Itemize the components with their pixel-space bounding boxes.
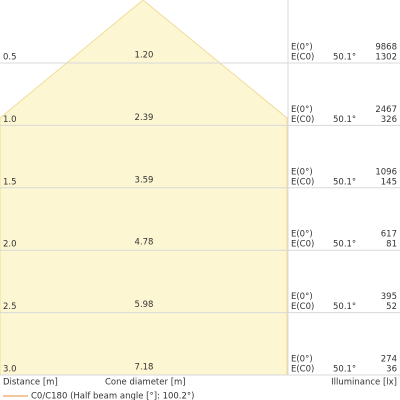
diameter-header: Cone diameter [m] xyxy=(105,378,186,388)
cone-diameter: 2.39 xyxy=(135,113,154,123)
ec0-value: 1302 xyxy=(375,53,397,63)
distance: 0.5 xyxy=(3,53,17,63)
e0-label: E(0°) xyxy=(291,43,313,53)
distance-header: Distance [m] xyxy=(3,378,58,388)
ec0-label: E(C0) xyxy=(291,115,314,125)
e0-label: E(0°) xyxy=(291,167,313,177)
e0-label: E(0°) xyxy=(291,292,313,302)
cone-diameter: 7.18 xyxy=(135,363,154,373)
e0-value: 617 xyxy=(381,230,397,240)
ec0-value: 145 xyxy=(381,177,397,187)
angle: 50.1° xyxy=(333,302,356,312)
angle: 50.1° xyxy=(333,53,356,63)
e0-value: 1096 xyxy=(375,167,397,177)
distance: 3.0 xyxy=(3,365,17,375)
ec0-value: 52 xyxy=(386,302,397,312)
e0-label: E(0°) xyxy=(291,230,313,240)
ec0-value: 326 xyxy=(381,115,397,125)
legend-label: C0/C180 (Half beam angle [°]: 100.2°) xyxy=(31,392,195,400)
ec0-label: E(C0) xyxy=(291,53,314,63)
e0-value: 9868 xyxy=(375,43,397,53)
illuminance-header: Illuminance [lx] xyxy=(331,378,397,388)
distance: 1.0 xyxy=(3,115,17,125)
e0-label: E(0°) xyxy=(291,105,313,115)
ec0-label: E(C0) xyxy=(291,177,314,187)
cone-diameter: 4.78 xyxy=(135,238,154,248)
e0-label: E(0°) xyxy=(291,355,313,365)
angle: 50.1° xyxy=(333,365,356,375)
cone-diameter: 3.59 xyxy=(135,175,154,185)
e0-value: 274 xyxy=(381,355,397,365)
angle: 50.1° xyxy=(333,177,356,187)
distance: 2.5 xyxy=(3,302,17,312)
ec0-value: 81 xyxy=(386,240,397,250)
ec0-value: 36 xyxy=(386,365,397,375)
angle: 50.1° xyxy=(333,115,356,125)
e0-value: 395 xyxy=(381,292,397,302)
distance: 2.0 xyxy=(3,240,17,250)
ec0-label: E(C0) xyxy=(291,240,314,250)
distance: 1.5 xyxy=(3,177,17,187)
e0-value: 2467 xyxy=(375,105,397,115)
cone-diameter: 5.98 xyxy=(135,300,154,310)
ec0-label: E(C0) xyxy=(291,302,314,312)
cone-diameter: 1.20 xyxy=(135,51,154,61)
angle: 50.1° xyxy=(333,240,356,250)
ec0-label: E(C0) xyxy=(291,365,314,375)
